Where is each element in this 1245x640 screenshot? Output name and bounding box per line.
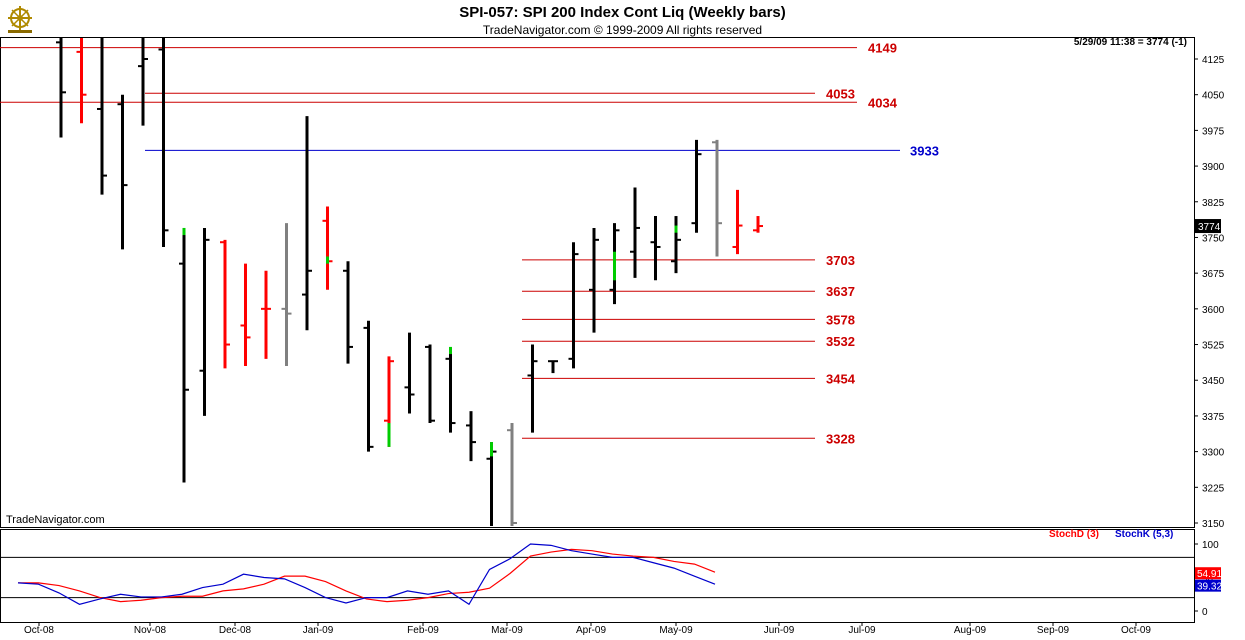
level-label: 3703: [826, 253, 855, 268]
ohlc-bar: [568, 242, 579, 369]
navigator-logo-icon: [8, 6, 32, 33]
level-label: 3328: [826, 431, 855, 446]
level-label: 4053: [826, 86, 855, 101]
price-y-tick-label: 3750: [1202, 233, 1225, 244]
ind-y-tick-label: 100: [1202, 540, 1219, 551]
x-tick-label: Oct-09: [1121, 625, 1151, 636]
stoch-line: [17, 543, 716, 606]
x-tick-label: Jun-09: [764, 625, 795, 636]
x-tick-label: Mar-09: [491, 625, 523, 636]
ohlc-bar: [445, 349, 456, 433]
stochk-value-badge: [1195, 579, 1221, 592]
last-value-label: 3774: [1198, 222, 1221, 233]
stochk-legend: StochK (5,3): [1115, 529, 1174, 540]
ohlc-bar: [753, 216, 763, 233]
ohlc-bar: [220, 239, 230, 369]
price-y-tick-label: 3675: [1202, 269, 1225, 280]
x-tick-label: Aug-09: [954, 625, 987, 636]
ohlc-bar: [56, 38, 66, 138]
chart-title: SPI-057: SPI 200 Index Cont Liq (Weekly …: [459, 4, 786, 21]
level-label: 3933: [910, 143, 939, 158]
watermark-label: TradeNavigator.com: [6, 514, 105, 526]
price-y-tick-label: 3450: [1202, 376, 1225, 387]
price-y-tick-label: 3900: [1202, 162, 1225, 173]
x-tick-label: Feb-09: [407, 625, 439, 636]
stochd-value-badge: [1195, 567, 1221, 580]
stochd-legend: StochD (3): [1049, 529, 1099, 540]
indicator-panel-frame: [0, 529, 1195, 623]
level-label: 4034: [868, 95, 898, 110]
stochk-value: 39.32: [1197, 582, 1222, 593]
price-y-tick-label: 3225: [1202, 483, 1225, 494]
ohlc-bar: [322, 206, 333, 290]
x-tick-label: Dec-08: [219, 625, 252, 636]
price-y-tick-label: 3825: [1202, 198, 1225, 209]
ohlc-bar: [712, 139, 722, 257]
price-y-tick-label: 4050: [1202, 91, 1225, 102]
stochd-value: 54.91: [1197, 569, 1222, 580]
x-tick-label: Oct-08: [24, 625, 54, 636]
x-tick-label: Sep-09: [1037, 625, 1070, 636]
ohlc-bar: [732, 189, 743, 255]
ohlc-bar: [179, 230, 189, 483]
ind-y-tick-label: 0: [1202, 607, 1208, 618]
ohlc-bar: [343, 261, 353, 364]
x-tick-label: Jan-09: [303, 625, 334, 636]
ohlc-bar: [527, 344, 538, 433]
stoch-line: [18, 548, 716, 603]
ohlc-bar: [199, 227, 210, 416]
x-tick-label: Jul-09: [848, 625, 876, 636]
price-y-tick-label: 3375: [1202, 412, 1225, 423]
price-y-tick-label: 3525: [1202, 341, 1225, 352]
x-tick-label: May-09: [659, 625, 693, 636]
ohlc-bar: [240, 263, 251, 366]
ohlc-bar: [363, 320, 374, 452]
level-label: 3532: [826, 334, 855, 349]
ohlc-bar: [76, 38, 87, 124]
price-panel-frame: [0, 37, 1195, 528]
ohlc-bar: [138, 38, 148, 126]
ohlc-bar: [158, 38, 169, 247]
ohlc-bar: [466, 411, 476, 462]
ohlc-bar: [630, 187, 640, 278]
ohlc-bar: [671, 216, 681, 274]
last-quote: 5/29/09 11:38 = 3774 (-1): [1073, 37, 1187, 48]
ohlc-bar: [281, 223, 292, 366]
ohlc-bar: [302, 116, 312, 331]
ohlc-bar: [425, 344, 435, 424]
level-label: 3578: [826, 312, 855, 327]
copyright-subtitle: TradeNavigator.com © 1999-2009 All right…: [482, 23, 763, 37]
x-tick-label: Apr-09: [576, 625, 606, 636]
level-label: 3454: [826, 371, 856, 386]
x-tick-label: Nov-08: [134, 625, 167, 636]
ohlc-bar: [261, 270, 271, 359]
price-y-tick-label: 3975: [1202, 126, 1225, 137]
ohlc-bar: [650, 216, 661, 281]
ohlc-bar: [117, 94, 128, 250]
price-y-tick-label: 3600: [1202, 305, 1225, 316]
price-y-tick-label: 4125: [1202, 55, 1225, 66]
ohlc-bar: [589, 227, 599, 333]
last-value-badge: [1195, 219, 1221, 234]
ohlc-bar: [97, 38, 107, 195]
price-y-tick-label: 3300: [1202, 448, 1225, 459]
price-y-tick-label: 3150: [1202, 519, 1225, 530]
level-label: 3637: [826, 284, 855, 299]
level-label: 4149: [868, 41, 897, 56]
ohlc-bar: [404, 332, 415, 414]
ohlc-bar: [507, 423, 517, 526]
ohlc-bar: [691, 139, 702, 233]
ohlc-bar: [548, 360, 558, 374]
